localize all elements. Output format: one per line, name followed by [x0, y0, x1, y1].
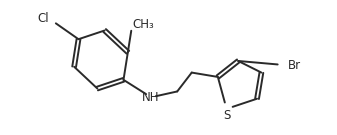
Text: NH: NH [142, 91, 160, 104]
Text: Cl: Cl [38, 12, 50, 25]
Text: CH₃: CH₃ [132, 18, 154, 31]
Text: S: S [223, 109, 230, 122]
Text: Br: Br [287, 59, 301, 72]
